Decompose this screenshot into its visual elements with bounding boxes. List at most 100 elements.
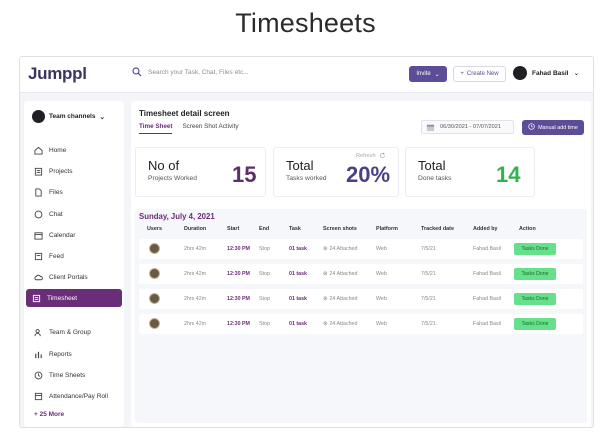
stat-sublabel: Tasks worked xyxy=(286,175,327,182)
sidebar-item-chat[interactable]: Chat xyxy=(28,205,120,223)
start-cell: 12:30 PM xyxy=(227,271,250,277)
team-avatar xyxy=(32,110,45,123)
date-range-picker[interactable]: 06/30/2021 - 07/07/2021 xyxy=(421,120,514,134)
screenshots-value: 24 Attached xyxy=(329,271,358,277)
sidebar-item-label: Projects xyxy=(49,167,73,175)
team-channels-label: Team channels xyxy=(49,113,96,120)
avatar xyxy=(149,318,160,329)
attendance-icon xyxy=(34,392,43,400)
manual-add-time-button[interactable]: Manual add time xyxy=(522,120,584,135)
invite-button[interactable]: Invite ⌄ xyxy=(409,66,447,82)
table-row[interactable]: 2hrs 42m 12:30 PM Stop 01 task ⊗ 24 Attac… xyxy=(139,239,583,259)
tasks-done-button[interactable]: Tasks Done xyxy=(514,268,556,280)
tasks-done-button[interactable]: Tasks Done xyxy=(514,318,556,330)
avatar xyxy=(149,293,160,304)
avatar xyxy=(149,243,160,254)
tab-time-sheet[interactable]: Time Sheet xyxy=(139,123,173,134)
chevron-down-icon: ⌄ xyxy=(434,71,440,78)
column-header: Action xyxy=(519,226,536,232)
screenshots-cell[interactable]: ⊗ 24 Attached xyxy=(323,271,357,277)
sidebar-item-label: Feed xyxy=(49,252,64,260)
screenshots-cell[interactable]: ⊗ 24 Attached xyxy=(323,246,357,252)
sidebar-item-label: Chat xyxy=(49,210,63,218)
end-cell: Stop xyxy=(259,271,270,277)
added-by-cell: Fahad Basil xyxy=(473,321,501,327)
create-new-button[interactable]: + Create New xyxy=(453,66,506,82)
create-new-label: Create New xyxy=(466,71,499,77)
sidebar-item-label: Team & Group xyxy=(49,328,91,336)
plus-icon: + xyxy=(460,71,464,77)
manual-add-time-label: Manual add time xyxy=(538,124,578,131)
app-logo[interactable]: Jumppl xyxy=(28,64,87,83)
calendar-icon xyxy=(424,121,436,133)
sidebar-item-label: Timesheet xyxy=(47,294,78,302)
stat-value: 15 xyxy=(232,162,257,187)
added-by-cell: Fahad Basil xyxy=(473,246,501,252)
platform-cell: Web xyxy=(376,271,387,277)
sidebar-item-label: Attendance/Pay Roll xyxy=(49,392,108,400)
timesheet-icon xyxy=(32,294,41,302)
sidebar-item-attendance[interactable]: Attendance/Pay Roll xyxy=(28,387,120,405)
chevron-down-icon: ⌄ xyxy=(573,70,580,77)
user-menu[interactable]: Fahad Basil ⌄ xyxy=(513,66,579,80)
sidebar-item-files[interactable]: Files xyxy=(28,183,120,201)
sidebar-item-client-portals[interactable]: Client Portals xyxy=(28,268,120,286)
stat-label: Total xyxy=(418,158,446,173)
sidebar-item-time-sheets[interactable]: Time Sheets xyxy=(28,366,120,384)
end-cell: Stop xyxy=(259,246,270,252)
task-cell[interactable]: 01 task xyxy=(289,246,307,252)
sidebar: Team channels ⌄ Home Projects Files Chat… xyxy=(24,101,124,427)
more-link[interactable]: + 25 More xyxy=(34,411,65,418)
added-by-cell: Fahad Basil xyxy=(473,271,501,277)
task-cell[interactable]: 01 task xyxy=(289,296,307,302)
screenshots-value: 24 Attached xyxy=(329,321,358,327)
sidebar-item-label: Client Portals xyxy=(49,273,88,281)
attachment-icon: ⊗ xyxy=(323,296,328,302)
attachment-icon: ⊗ xyxy=(323,271,328,277)
screenshots-cell[interactable]: ⊗ 24 Attached xyxy=(323,321,357,327)
team-icon xyxy=(34,328,41,336)
reports-icon xyxy=(35,351,42,358)
projects-icon xyxy=(34,167,43,176)
tasks-done-button[interactable]: Tasks Done xyxy=(514,243,556,255)
feed-icon xyxy=(34,252,43,260)
task-cell[interactable]: 01 task xyxy=(289,271,307,277)
sidebar-item-calendar[interactable]: Calendar xyxy=(28,226,120,244)
end-cell: Stop xyxy=(259,321,270,327)
stat-label: No of xyxy=(148,158,180,173)
refresh-label: Refresh xyxy=(356,152,376,159)
screenshots-cell[interactable]: ⊗ 24 Attached xyxy=(323,296,357,302)
task-cell[interactable]: 01 task xyxy=(289,321,307,327)
column-header: Duration xyxy=(184,226,207,232)
search-bar[interactable]: Search your Task, Chat, Files etc... xyxy=(132,67,249,77)
sidebar-item-team-group[interactable]: Team & Group xyxy=(28,323,120,341)
sidebar-item-projects[interactable]: Projects xyxy=(28,162,120,180)
tasks-done-button[interactable]: Tasks Done xyxy=(514,293,556,305)
screenshots-value: 24 Attached xyxy=(329,296,358,302)
platform-cell: Web xyxy=(376,321,387,327)
column-header: Task xyxy=(289,226,301,232)
sidebar-item-label: Reports xyxy=(49,350,72,358)
sidebar-item-home[interactable]: Home xyxy=(28,141,120,159)
timesheet-table: Sunday, July 4, 2021 Users Duration Star… xyxy=(135,209,587,423)
avatar xyxy=(149,268,160,279)
tab-screen-shot-activity[interactable]: Screen Shot Activity xyxy=(182,123,239,130)
attachment-icon: ⊗ xyxy=(323,321,328,327)
duration-cell: 2hrs 42m xyxy=(184,246,207,252)
table-row[interactable]: 2hrs 42m 12:30 PM Stop 01 task ⊗ 24 Attac… xyxy=(139,314,583,334)
refresh-button[interactable]: Refresh xyxy=(356,152,386,159)
team-channels-dropdown[interactable]: Team channels ⌄ xyxy=(32,110,105,123)
sidebar-item-feed[interactable]: Feed xyxy=(28,247,120,265)
search-icon xyxy=(132,67,142,77)
stat-value: 14 xyxy=(496,162,521,187)
refresh-icon xyxy=(379,152,385,158)
screen-title: Timesheet detail screen xyxy=(139,109,230,118)
start-cell: 12:30 PM xyxy=(227,321,250,327)
sidebar-item-reports[interactable]: Reports xyxy=(28,345,120,363)
invite-label: Invite xyxy=(416,71,431,77)
sidebar-item-timesheet[interactable]: Timesheet xyxy=(26,289,122,307)
table-row[interactable]: 2hrs 42m 12:30 PM Stop 01 task ⊗ 24 Attac… xyxy=(139,289,583,309)
search-input[interactable]: Search your Task, Chat, Files etc... xyxy=(148,68,249,76)
table-row[interactable]: 2hrs 42m 12:30 PM Stop 01 task ⊗ 24 Attac… xyxy=(139,264,583,284)
day-heading: Sunday, July 4, 2021 xyxy=(139,212,215,221)
